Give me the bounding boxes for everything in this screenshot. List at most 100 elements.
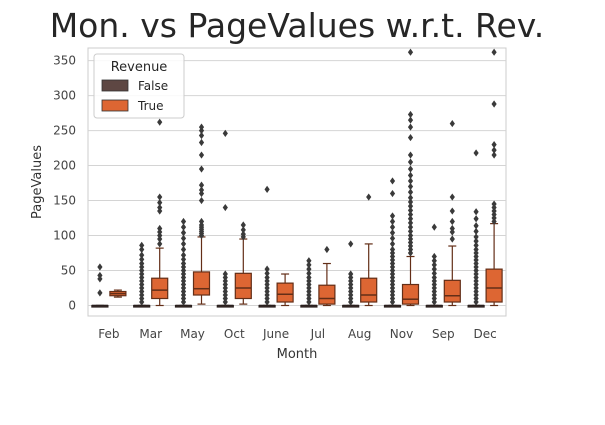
- outlier-point: [180, 251, 187, 259]
- box-body: [443, 279, 461, 303]
- outlier-point: [139, 245, 145, 254]
- outlier-point: [407, 231, 414, 240]
- box-body: [276, 282, 294, 303]
- box-sep-false: [425, 223, 443, 308]
- outlier-point: [180, 255, 187, 263]
- outlier-point: [407, 158, 414, 166]
- outlier-point: [491, 100, 497, 108]
- outlier-point: [306, 273, 312, 282]
- x-tick-label: Jul: [310, 327, 325, 341]
- box-dec-false: [467, 149, 485, 308]
- y-tick-label: 300: [53, 89, 76, 103]
- outlier-point: [407, 219, 414, 227]
- outlier-point: [491, 200, 497, 208]
- outlier-point: [389, 223, 396, 231]
- x-tick-label: Nov: [390, 327, 413, 341]
- outlier-point: [407, 165, 414, 173]
- outlier-point: [389, 234, 396, 242]
- x-tick-label: June: [262, 327, 289, 341]
- x-tick-label: Sep: [432, 327, 455, 341]
- outlier-point: [198, 151, 205, 159]
- outlier-point: [348, 240, 354, 248]
- box-oct-false: [216, 129, 234, 308]
- x-tick-label: Feb: [98, 327, 119, 341]
- outlier-point: [157, 203, 163, 212]
- outlier-point: [222, 129, 228, 137]
- outlier-point: [449, 217, 455, 226]
- outlier-point: [449, 224, 455, 233]
- box-body: [485, 268, 503, 303]
- box-body: [151, 277, 169, 300]
- box-jul-true: [318, 245, 336, 307]
- legend-label-true: True: [137, 99, 164, 113]
- outlier-point: [180, 245, 187, 254]
- outlier-point: [97, 289, 103, 297]
- box-may-false: [174, 217, 193, 308]
- legend: Revenue False True: [93, 53, 185, 119]
- outlier-point: [491, 151, 497, 159]
- outlier-point: [407, 133, 414, 142]
- box-mar-true: [151, 118, 169, 307]
- outlier-point: [473, 149, 479, 157]
- y-tick-label: 100: [53, 229, 76, 243]
- outlier-point: [449, 235, 455, 243]
- outlier-point: [407, 151, 414, 159]
- outlier-point: [222, 203, 228, 212]
- box-feb-false: [91, 263, 109, 308]
- box-jul-false: [300, 257, 318, 308]
- legend-swatch-false: [101, 79, 129, 92]
- outlier-point: [157, 240, 163, 248]
- box-aug-true: [360, 193, 378, 307]
- y-tick-label: 50: [61, 264, 76, 278]
- outlier-point: [407, 171, 414, 179]
- outlier-point: [139, 255, 145, 263]
- box-body: [360, 277, 378, 303]
- outlier-point: [264, 265, 270, 273]
- outlier-point: [198, 217, 205, 226]
- outlier-point: [306, 269, 312, 277]
- outlier-point: [473, 222, 479, 230]
- outlier-point: [264, 269, 270, 277]
- outlier-point: [389, 177, 396, 185]
- outlier-point: [473, 233, 479, 241]
- box-june-false: [258, 185, 276, 308]
- outlier-point: [97, 275, 103, 283]
- outlier-point: [139, 251, 145, 259]
- outlier-point: [198, 138, 205, 147]
- y-tick-label: 200: [53, 159, 76, 173]
- boxes: [91, 48, 503, 308]
- outlier-point: [491, 146, 497, 154]
- y-tick-label: 250: [53, 124, 76, 138]
- legend-label-false: False: [138, 79, 168, 93]
- x-tick-label: Mar: [139, 327, 162, 341]
- outlier-point: [407, 123, 414, 131]
- outlier-point: [449, 193, 455, 201]
- outlier-point: [180, 240, 187, 248]
- outlier-point: [407, 194, 414, 202]
- outlier-point: [198, 196, 205, 205]
- y-axis-ticks: 0 50 100 150 200 250 300 350: [53, 54, 76, 313]
- outlier-point: [157, 199, 163, 207]
- outlier-point: [222, 270, 228, 278]
- outlier-point: [306, 261, 312, 269]
- box-june-true: [276, 273, 294, 307]
- outlier-point: [431, 265, 437, 273]
- outlier-point: [389, 240, 396, 248]
- chart-title: Mon. vs PageValues w.r.t. Rev.: [50, 6, 545, 45]
- outlier-point: [431, 269, 437, 277]
- x-axis-label: Month: [277, 347, 318, 362]
- box-dec-true: [485, 48, 503, 307]
- outlier-point: [407, 210, 414, 219]
- outlier-point: [180, 229, 187, 237]
- box-body: [234, 272, 252, 300]
- outlier-point: [264, 273, 270, 282]
- outlier-point: [407, 223, 414, 231]
- box-body: [192, 271, 211, 296]
- outlier-point: [180, 223, 187, 231]
- outlier-point: [407, 188, 414, 196]
- outlier-point: [389, 212, 396, 220]
- box-body: [318, 284, 336, 305]
- x-tick-label: May: [180, 327, 205, 341]
- outlier-point: [473, 241, 479, 249]
